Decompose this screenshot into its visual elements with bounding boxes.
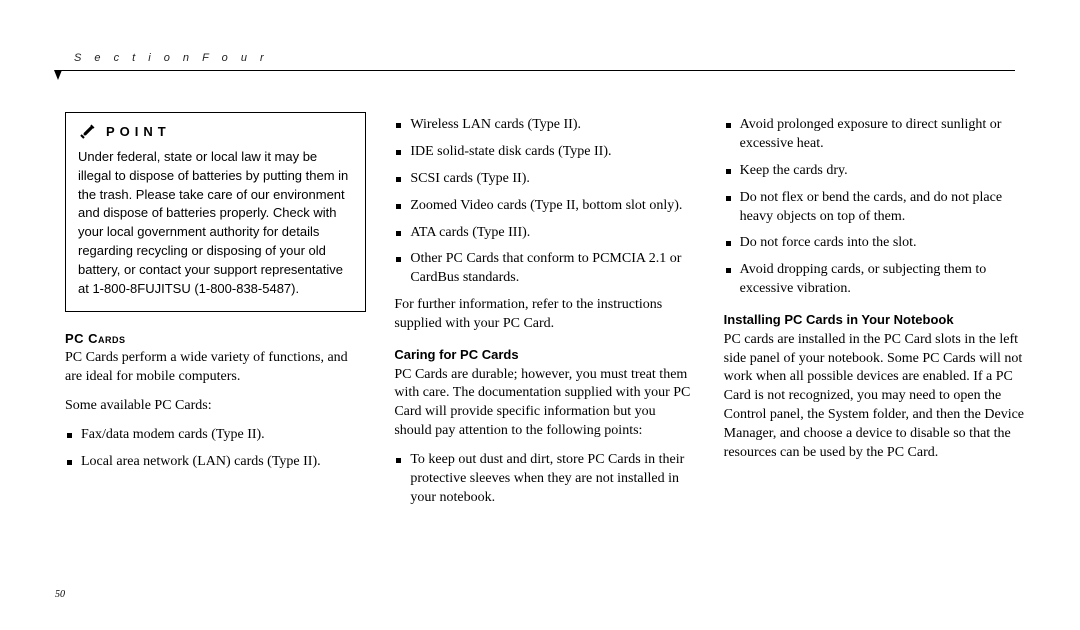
list-item: Avoid dropping cards, or subjecting them… bbox=[724, 261, 1025, 299]
caring-heading: Caring for PC Cards bbox=[394, 346, 695, 364]
installing-para: PC cards are installed in the PC Card sl… bbox=[724, 331, 1025, 463]
list-item: Other PC Cards that conform to PCMCIA 2.… bbox=[394, 250, 695, 288]
list-item: Keep the cards dry. bbox=[724, 162, 1025, 181]
list-item: Do not flex or bend the cards, and do no… bbox=[724, 189, 1025, 227]
list-item: To keep out dust and dirt, store PC Card… bbox=[394, 451, 695, 508]
pc-cards-lead: Some available PC Cards: bbox=[65, 397, 366, 416]
caring-list: To keep out dust and dirt, store PC Card… bbox=[394, 451, 695, 508]
column-3: Avoid prolonged exposure to direct sunli… bbox=[724, 112, 1025, 516]
list-item: Do not force cards into the slot. bbox=[724, 234, 1025, 253]
caring-para: PC Cards are durable; however, you must … bbox=[394, 366, 695, 442]
caring-list-cont: Avoid prolonged exposure to direct sunli… bbox=[724, 116, 1025, 299]
list-item: Avoid prolonged exposure to direct sunli… bbox=[724, 116, 1025, 154]
point-body: Under federal, state or local law it may… bbox=[78, 148, 353, 299]
list-item: Fax/data modem cards (Type II). bbox=[65, 426, 366, 445]
pc-cards-heading: PC Cards bbox=[65, 330, 366, 348]
header-rule bbox=[55, 70, 1015, 71]
header-marker bbox=[54, 70, 62, 80]
list-item: IDE solid-state disk cards (Type II). bbox=[394, 143, 695, 162]
column-2: Wireless LAN cards (Type II). IDE solid-… bbox=[394, 112, 695, 516]
section-label: S e c t i o n F o u r bbox=[74, 52, 269, 64]
pc-cards-list-1: Fax/data modem cards (Type II). Local ar… bbox=[65, 426, 366, 472]
point-header: POINT bbox=[78, 123, 353, 142]
page-number: 50 bbox=[55, 589, 65, 600]
pen-icon bbox=[78, 123, 96, 141]
installing-heading: Installing PC Cards in Your Notebook bbox=[724, 311, 1025, 329]
list-item: Local area network (LAN) cards (Type II)… bbox=[65, 453, 366, 472]
point-title: POINT bbox=[106, 123, 171, 142]
list-item: Zoomed Video cards (Type II, bottom slot… bbox=[394, 197, 695, 216]
content-columns: POINT Under federal, state or local law … bbox=[65, 112, 1025, 516]
list-item: SCSI cards (Type II). bbox=[394, 170, 695, 189]
point-callout: POINT Under federal, state or local law … bbox=[65, 112, 366, 312]
pc-cards-intro: PC Cards perform a wide variety of funct… bbox=[65, 349, 366, 387]
pc-cards-list-2: Wireless LAN cards (Type II). IDE solid-… bbox=[394, 116, 695, 288]
column-1: POINT Under federal, state or local law … bbox=[65, 112, 366, 516]
list-item: ATA cards (Type III). bbox=[394, 224, 695, 243]
further-info: For further information, refer to the in… bbox=[394, 296, 695, 334]
list-item: Wireless LAN cards (Type II). bbox=[394, 116, 695, 135]
